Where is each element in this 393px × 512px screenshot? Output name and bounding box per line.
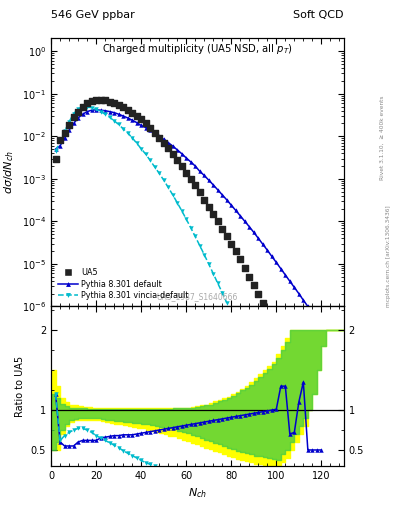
Point: [246, 272, 252, 281]
Point: [97, 96, 104, 104]
Point: [143, 119, 149, 127]
Point: [242, 264, 248, 272]
Point: [147, 123, 153, 132]
Point: [291, 358, 298, 366]
Point: [107, 98, 113, 106]
Point: [183, 168, 189, 177]
Point: [116, 101, 122, 109]
Point: [278, 332, 284, 340]
X-axis label: $N_{ch}$: $N_{ch}$: [188, 486, 207, 500]
Point: [273, 325, 279, 333]
Point: [269, 315, 275, 323]
Point: [57, 136, 63, 144]
Y-axis label: Ratio to UA5: Ratio to UA5: [15, 356, 25, 417]
Point: [111, 99, 117, 108]
Point: [201, 196, 208, 204]
Text: Soft QCD: Soft QCD: [294, 10, 344, 20]
Point: [237, 255, 243, 263]
Point: [70, 113, 77, 121]
Point: [138, 115, 144, 123]
Point: [88, 97, 95, 105]
Point: [134, 112, 140, 120]
Point: [52, 155, 59, 163]
Text: mcplots.cern.ch [arXiv:1306.3436]: mcplots.cern.ch [arXiv:1306.3436]: [386, 205, 391, 307]
Point: [196, 188, 203, 197]
Point: [156, 134, 162, 142]
Point: [224, 232, 230, 240]
Point: [314, 400, 320, 409]
Point: [255, 289, 261, 297]
Point: [286, 349, 293, 357]
Point: [165, 144, 171, 152]
Point: [178, 162, 185, 170]
Point: [169, 150, 176, 158]
Point: [174, 156, 180, 164]
Point: [84, 99, 90, 108]
Point: [102, 96, 108, 104]
Point: [318, 410, 325, 418]
Point: [129, 109, 135, 117]
Point: [75, 108, 81, 116]
Point: [260, 299, 266, 307]
Point: [120, 103, 126, 112]
Text: Charged multiplicity (UA5 NSD, all $p_T$): Charged multiplicity (UA5 NSD, all $p_T$…: [102, 42, 293, 56]
Text: UA5_1987_S1640666: UA5_1987_S1640666: [157, 292, 238, 301]
Point: [296, 367, 302, 375]
Point: [192, 181, 198, 189]
Point: [66, 121, 72, 130]
Y-axis label: $d\sigma/dN_{ch}$: $d\sigma/dN_{ch}$: [3, 151, 17, 195]
Point: [93, 96, 99, 104]
Legend: UA5, Pythia 8.301 default, Pythia 8.301 vincia-default: UA5, Pythia 8.301 default, Pythia 8.301 …: [55, 266, 191, 303]
Point: [264, 306, 270, 314]
Text: 546 GeV ppbar: 546 GeV ppbar: [51, 10, 135, 20]
Point: [161, 139, 167, 147]
Point: [305, 384, 311, 392]
Point: [300, 375, 307, 383]
Point: [152, 129, 158, 137]
Point: [219, 225, 226, 233]
Point: [309, 392, 316, 400]
Point: [228, 240, 234, 248]
Point: [61, 129, 68, 137]
Point: [233, 247, 239, 255]
Point: [282, 340, 288, 348]
Point: [210, 210, 217, 218]
Point: [79, 102, 86, 111]
Point: [206, 203, 212, 211]
Point: [215, 217, 221, 225]
Point: [251, 281, 257, 289]
Point: [187, 175, 194, 183]
Text: Rivet 3.1.10,  ≥ 400k events: Rivet 3.1.10, ≥ 400k events: [380, 96, 384, 181]
Point: [125, 105, 131, 114]
